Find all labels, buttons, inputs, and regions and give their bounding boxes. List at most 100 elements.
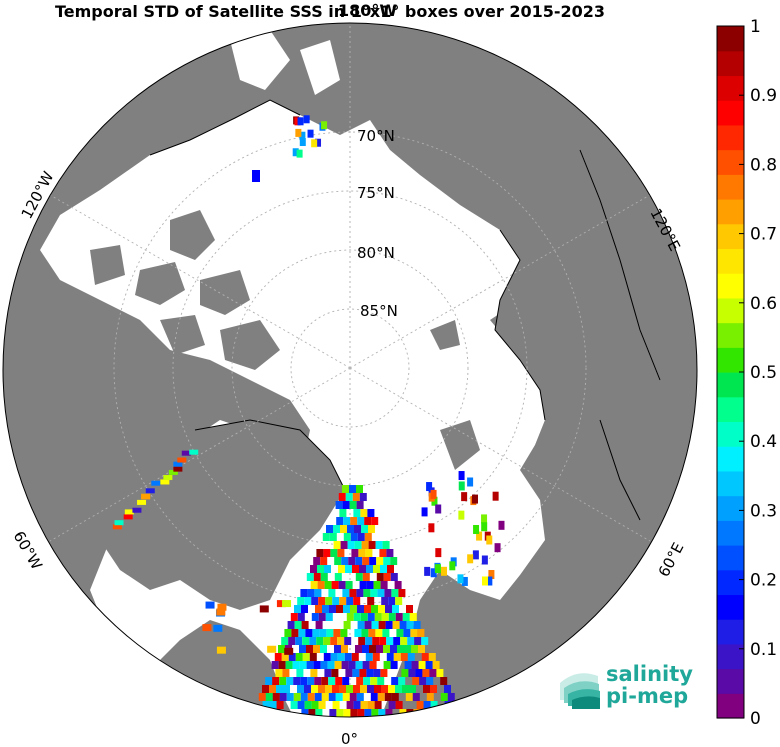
- std-cell: [315, 709, 323, 717]
- std-cell: [376, 557, 384, 565]
- std-cell: [405, 693, 413, 701]
- std-cell: [334, 573, 342, 581]
- colorbar-tick-label: 0.8: [750, 155, 777, 175]
- logo-text-salinity: salinity: [606, 662, 693, 686]
- std-cell: [386, 653, 394, 661]
- std-cell: [319, 629, 327, 637]
- std-cell: [275, 669, 283, 677]
- std-cell: [355, 645, 362, 653]
- std-cell: [352, 669, 360, 677]
- colorbar-segment: [717, 199, 744, 225]
- greenland: [100, 420, 345, 610]
- std-cell: [423, 685, 430, 693]
- arctic-islands: [430, 190, 545, 470]
- std-cell: [418, 645, 425, 653]
- std-cell: [411, 645, 418, 653]
- std-cell: [360, 613, 368, 621]
- std-cell: [336, 517, 344, 525]
- std-cell: [449, 561, 456, 571]
- std-cell: [341, 645, 348, 653]
- std-cell: [340, 525, 347, 533]
- std-cell: [339, 509, 347, 517]
- std-cell: [356, 677, 364, 685]
- std-cell: [288, 637, 296, 645]
- std-cell: [391, 677, 399, 685]
- std-cell: [447, 693, 455, 701]
- std-cell: [336, 605, 343, 613]
- std-cell: [347, 525, 354, 533]
- std-cell: [383, 661, 391, 669]
- std-cell: [331, 581, 339, 589]
- std-cell: [313, 645, 320, 653]
- std-cell: [294, 605, 301, 613]
- std-cell: [373, 565, 380, 573]
- std-cell: [380, 581, 388, 589]
- std-cell: [343, 517, 351, 525]
- std-cell: [403, 717, 410, 725]
- std-cell: [163, 475, 173, 481]
- std-cell: [355, 557, 363, 565]
- std-cell: [320, 557, 328, 565]
- std-cell: [362, 557, 370, 565]
- std-cell: [293, 693, 301, 701]
- std-cell: [145, 488, 155, 494]
- std-cell: [343, 709, 351, 717]
- std-cell: [434, 564, 441, 574]
- colorbar-segment: [717, 26, 744, 52]
- std-cell: [272, 677, 280, 685]
- std-cell: [361, 525, 368, 533]
- std-cell: [279, 693, 287, 701]
- std-cell: [368, 525, 375, 533]
- std-cell: [295, 637, 303, 645]
- std-cell: [141, 493, 151, 499]
- std-cell: [316, 549, 324, 557]
- std-cell: [262, 701, 270, 709]
- std-cell: [471, 494, 478, 504]
- std-cell: [284, 647, 294, 655]
- lon-label-60e: 60°E: [655, 540, 688, 580]
- north-pacific-water: [300, 40, 340, 95]
- std-cell: [310, 669, 318, 677]
- std-cell: [333, 717, 340, 725]
- std-cell: [382, 541, 390, 549]
- std-cell: [315, 605, 322, 613]
- std-cell: [359, 581, 367, 589]
- std-cell: [341, 661, 349, 669]
- std-cell: [322, 533, 330, 541]
- std-cell: [457, 574, 464, 584]
- std-cell: [394, 581, 402, 589]
- std-cell: [335, 693, 343, 701]
- std-cell: [427, 709, 435, 717]
- std-cell: [300, 693, 308, 701]
- std-cell: [376, 573, 384, 581]
- std-cell: [335, 501, 343, 509]
- std-cell: [342, 501, 350, 509]
- std-cell: [371, 517, 379, 525]
- std-cell: [344, 637, 352, 645]
- std-cell: [361, 541, 369, 549]
- std-cell: [359, 565, 366, 573]
- std-cell: [347, 717, 354, 725]
- std-cell: [311, 685, 318, 693]
- colorbar: [717, 26, 744, 719]
- std-cell: [375, 629, 383, 637]
- std-cell: [299, 645, 306, 653]
- std-cell: [400, 637, 408, 645]
- std-cell: [362, 573, 370, 581]
- std-cell: [307, 589, 315, 597]
- std-cell: [340, 541, 348, 549]
- std-cell: [343, 533, 351, 541]
- colorbar-tick-label: 0.7: [750, 225, 777, 245]
- std-cell: [367, 509, 375, 517]
- std-cell: [274, 653, 282, 661]
- std-cell: [451, 701, 459, 709]
- std-cell: [338, 493, 346, 501]
- std-cell: [342, 693, 350, 701]
- std-cell: [308, 709, 316, 717]
- std-cell: [366, 581, 374, 589]
- std-cell: [391, 693, 399, 701]
- std-cell: [428, 653, 436, 661]
- std-cell: [302, 653, 310, 661]
- std-cell: [423, 701, 431, 709]
